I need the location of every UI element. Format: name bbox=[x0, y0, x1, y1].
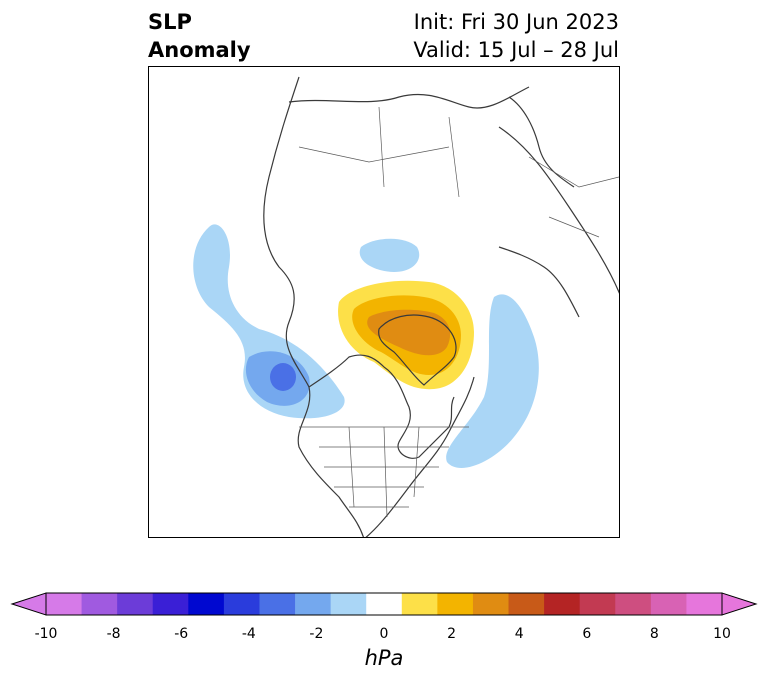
colorbar-cell bbox=[223, 593, 260, 615]
colorbar-cell bbox=[295, 593, 332, 615]
colorbar-cell bbox=[508, 593, 545, 615]
coastlines bbox=[263, 76, 619, 537]
colorbar-tick-label: 10 bbox=[713, 626, 731, 642]
colorbar-cell bbox=[259, 593, 296, 615]
colorbar-cell bbox=[579, 593, 616, 615]
valid-range: Valid: 15 Jul – 28 Jul bbox=[413, 38, 619, 62]
chart-title: SLP Anomaly bbox=[148, 8, 251, 64]
colorbar-tick-label: -8 bbox=[106, 626, 121, 642]
negative-anomaly-arctic bbox=[359, 238, 420, 272]
colorbar bbox=[10, 592, 758, 616]
title-line-2: Anomaly bbox=[148, 38, 251, 62]
colorbar-outline bbox=[45, 592, 723, 616]
colorbar-cell bbox=[188, 593, 225, 615]
colorbar-over-triangle bbox=[721, 592, 758, 616]
colorbar-tick-label: -6 bbox=[174, 626, 189, 642]
colorbar-tick-label: -2 bbox=[309, 626, 324, 642]
political-borders bbox=[298, 106, 619, 518]
colorbar-cell bbox=[472, 593, 510, 615]
colorbar-cell bbox=[615, 593, 652, 615]
colorbar-cell bbox=[544, 593, 581, 615]
colorbar-cell bbox=[366, 593, 403, 615]
colorbar-cell bbox=[686, 593, 723, 615]
colorbar-tick-label: 8 bbox=[649, 626, 659, 642]
colorbar-cell bbox=[650, 593, 687, 615]
colorbar-cell bbox=[437, 593, 474, 615]
colorbar-tick-label: -4 bbox=[241, 626, 256, 642]
map-canvas bbox=[193, 76, 619, 537]
colorbar-cell bbox=[152, 593, 189, 615]
colorbar-cell bbox=[46, 593, 83, 615]
colorbar-tick-label: 4 bbox=[514, 626, 524, 642]
forecast-info: Init: Fri 30 Jun 2023 Valid: 15 Jul – 28… bbox=[413, 8, 619, 64]
slp-anomaly-map bbox=[148, 66, 620, 538]
negative-anomaly-pacific-4 bbox=[270, 363, 296, 391]
colorbar-tick-label: 0 bbox=[379, 626, 389, 642]
colorbar-unit-label: hPa bbox=[364, 646, 404, 670]
colorbar-cell bbox=[81, 593, 118, 615]
colorbar-tick-label: 6 bbox=[582, 626, 592, 642]
colorbar-cell bbox=[117, 593, 154, 615]
title-line-1: SLP bbox=[148, 10, 192, 34]
colorbar-tick-label: -10 bbox=[34, 626, 58, 642]
init-date: Init: Fri 30 Jun 2023 bbox=[413, 10, 619, 34]
colorbar-under-triangle bbox=[10, 592, 47, 616]
negative-anomaly-pacific-2 bbox=[193, 224, 345, 419]
colorbar-cell bbox=[401, 593, 438, 615]
colorbar-tick-label: 2 bbox=[447, 626, 457, 642]
colorbar-cell bbox=[330, 593, 367, 615]
negative-anomaly-atlantic bbox=[446, 294, 539, 468]
colorbar-cells bbox=[46, 593, 723, 615]
